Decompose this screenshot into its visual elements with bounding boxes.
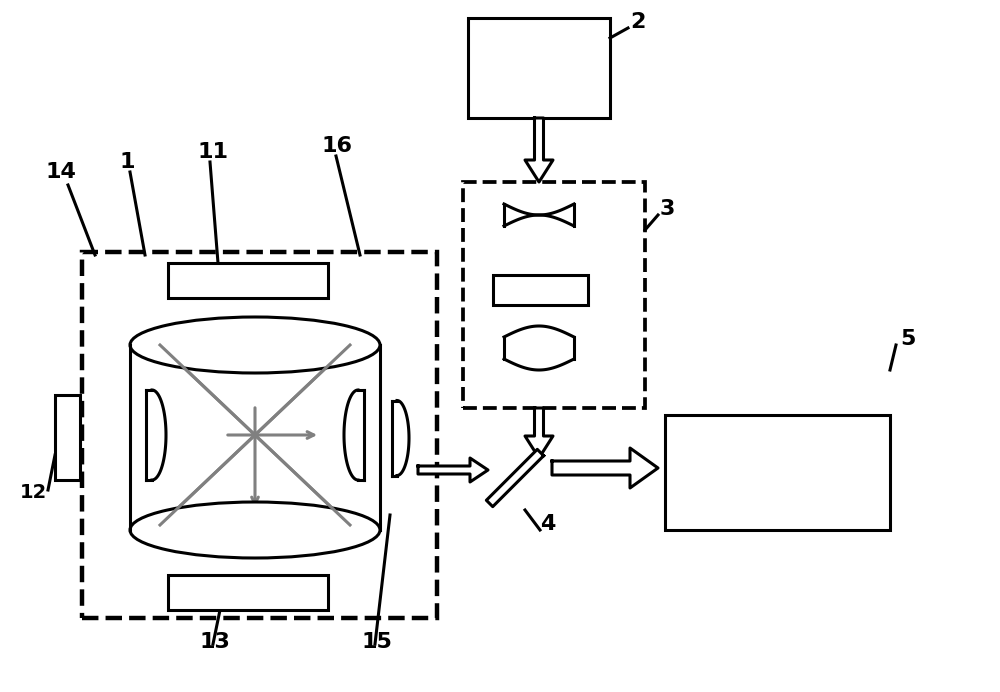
Bar: [468, 18, 610, 118]
Polygon shape: [525, 408, 553, 458]
Ellipse shape: [130, 317, 380, 373]
Text: 15: 15: [362, 632, 393, 652]
Text: 4: 4: [540, 514, 555, 534]
Ellipse shape: [130, 502, 380, 558]
Bar: [55, 395, 80, 480]
Polygon shape: [525, 118, 553, 182]
Text: 14: 14: [45, 162, 76, 182]
Text: 13: 13: [200, 632, 231, 652]
Bar: [665, 415, 890, 530]
Text: 3: 3: [660, 199, 675, 219]
Bar: [493, 275, 588, 305]
Text: 11: 11: [198, 142, 229, 162]
Text: 12: 12: [20, 483, 47, 502]
Text: 1: 1: [120, 152, 136, 172]
Text: 5: 5: [900, 329, 915, 349]
Polygon shape: [486, 449, 544, 507]
Text: 2: 2: [630, 12, 645, 32]
Polygon shape: [552, 448, 658, 488]
Bar: [168, 575, 328, 610]
Bar: [463, 182, 645, 408]
Bar: [82, 252, 437, 618]
Text: 16: 16: [322, 136, 353, 156]
Bar: [168, 263, 328, 298]
Polygon shape: [418, 458, 488, 482]
